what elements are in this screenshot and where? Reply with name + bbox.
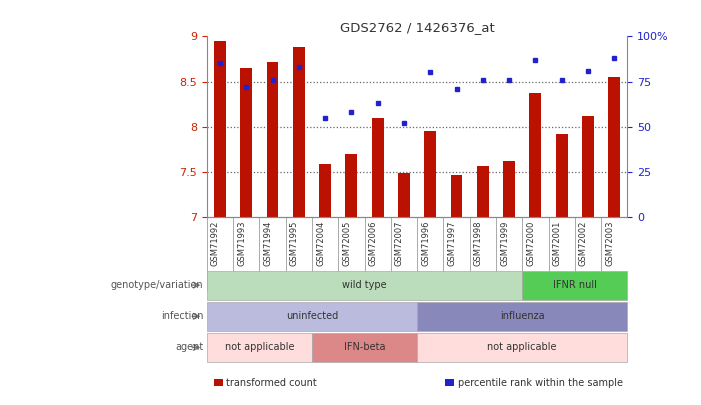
- Bar: [556, 134, 568, 217]
- Bar: [319, 164, 331, 217]
- Text: infection: infection: [161, 311, 203, 321]
- Text: GSM72003: GSM72003: [605, 220, 614, 266]
- Text: percentile rank within the sample: percentile rank within the sample: [458, 378, 622, 388]
- Text: GSM71995: GSM71995: [290, 220, 299, 266]
- Text: not applicable: not applicable: [224, 343, 294, 352]
- Bar: [529, 93, 541, 217]
- Bar: [240, 68, 252, 217]
- Text: IFN-beta: IFN-beta: [343, 343, 386, 352]
- Text: GSM72007: GSM72007: [395, 220, 404, 266]
- Bar: [214, 41, 226, 217]
- Text: GSM71998: GSM71998: [474, 220, 483, 266]
- Bar: [424, 131, 436, 217]
- Text: GSM72001: GSM72001: [552, 220, 562, 266]
- Text: transformed count: transformed count: [226, 378, 317, 388]
- Text: uninfected: uninfected: [286, 311, 338, 321]
- Bar: [346, 153, 358, 217]
- Text: GSM71993: GSM71993: [237, 220, 246, 266]
- Bar: [372, 117, 383, 217]
- Text: GSM72000: GSM72000: [526, 220, 536, 266]
- Text: GSM71994: GSM71994: [264, 220, 273, 266]
- Title: GDS2762 / 1426376_at: GDS2762 / 1426376_at: [340, 21, 494, 34]
- Text: GSM72005: GSM72005: [342, 220, 351, 266]
- Text: GSM72002: GSM72002: [579, 220, 588, 266]
- Bar: [398, 173, 410, 217]
- Bar: [451, 175, 463, 217]
- Text: GSM71992: GSM71992: [211, 220, 220, 266]
- Bar: [503, 161, 515, 217]
- Text: GSM71996: GSM71996: [421, 220, 430, 266]
- Text: GSM71999: GSM71999: [500, 220, 509, 266]
- Text: wild type: wild type: [342, 280, 387, 290]
- Bar: [477, 166, 489, 217]
- Text: IFNR null: IFNR null: [553, 280, 597, 290]
- Text: not applicable: not applicable: [487, 343, 557, 352]
- Text: GSM71997: GSM71997: [447, 220, 456, 266]
- Bar: [266, 62, 278, 217]
- Bar: [608, 77, 620, 217]
- Text: influenza: influenza: [500, 311, 545, 321]
- Text: agent: agent: [175, 343, 203, 352]
- Bar: [582, 116, 594, 217]
- Text: genotype/variation: genotype/variation: [111, 280, 203, 290]
- Text: GSM72004: GSM72004: [316, 220, 325, 266]
- Text: GSM72006: GSM72006: [369, 220, 378, 266]
- Bar: [293, 47, 305, 217]
